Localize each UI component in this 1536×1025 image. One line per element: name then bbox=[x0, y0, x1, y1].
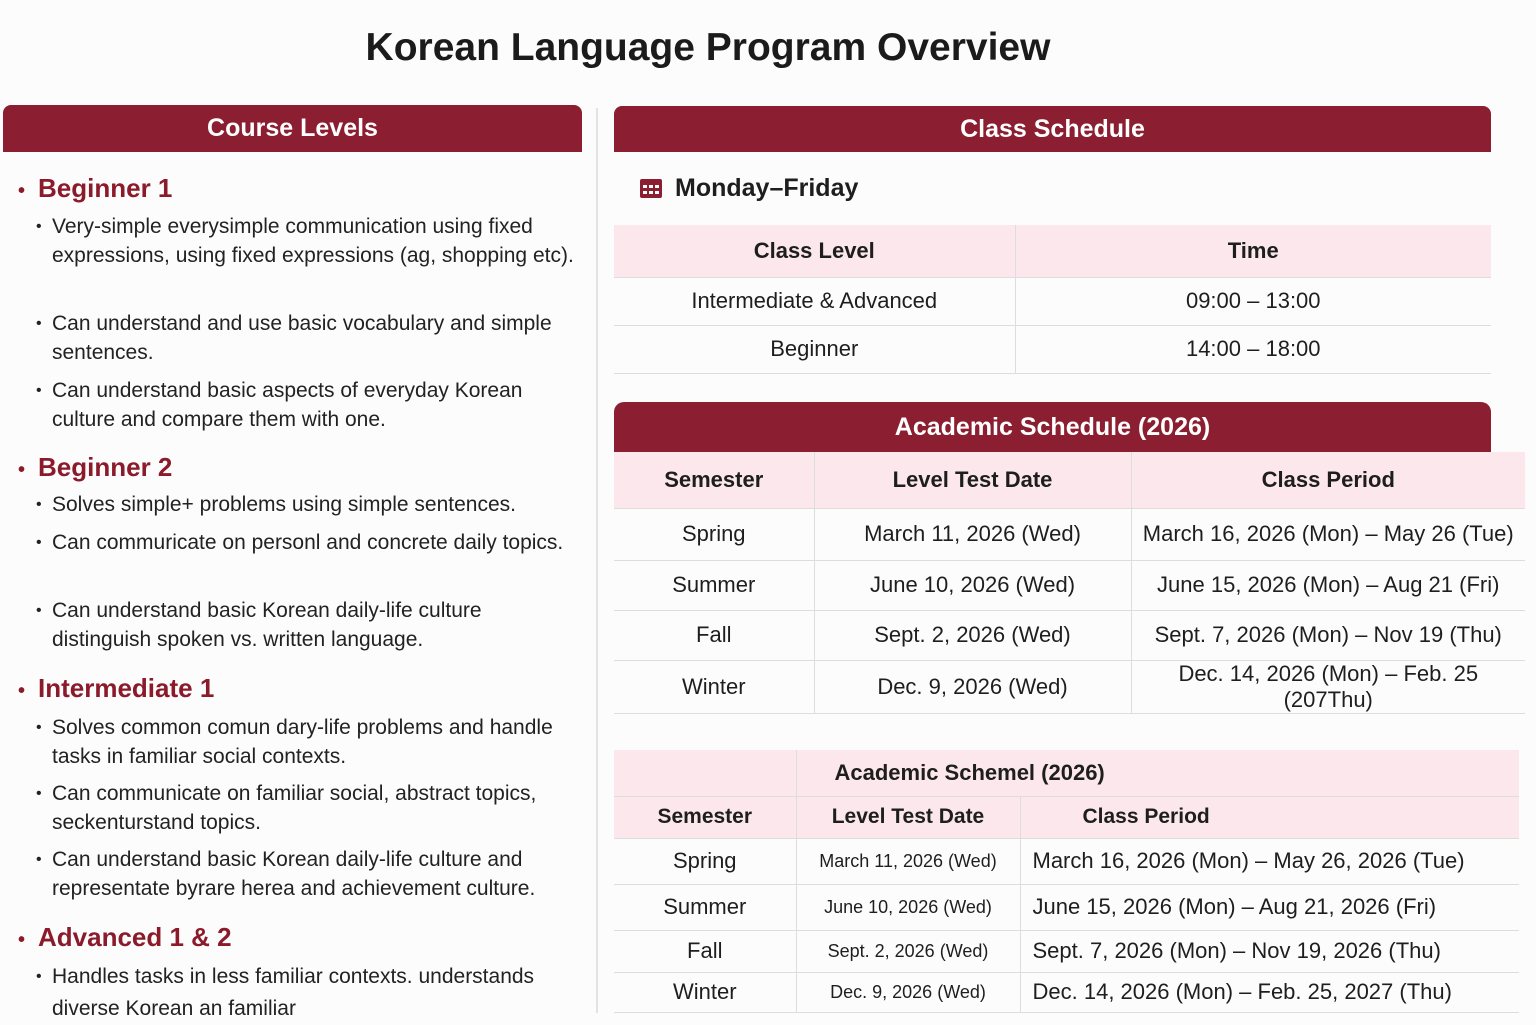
cell: Sept. 2, 2026 (Wed) bbox=[795, 930, 1020, 973]
cell: Sept. 7, 2026 (Mon) – Nov 19, 2026 (Thu) bbox=[1019, 930, 1519, 973]
days-label: Monday–Friday bbox=[675, 174, 859, 202]
level-item-text: Solves simple+ problems using simple sen… bbox=[52, 493, 516, 516]
table-row: Fall Sept. 2, 2026 (Wed) Sept. 7, 2026 (Mo… bbox=[614, 930, 1519, 973]
column-header: Semester bbox=[614, 796, 796, 839]
level-name: Beginner 2 bbox=[38, 452, 173, 482]
level-item: • Can understand basic Korean daily-life … bbox=[36, 596, 576, 654]
class-schedule-table: Class Level Time Intermediate & Advanced 0… bbox=[614, 225, 1491, 374]
cell: June 10, 2026 (Wed) bbox=[795, 884, 1020, 931]
bullet-icon: • bbox=[36, 602, 42, 619]
level-item-text: Handles tasks in less familiar contexts.… bbox=[52, 965, 535, 1020]
level-item: • Can understand basic Korean daily-life … bbox=[36, 845, 576, 903]
table-row: Summer June 10, 2026 (Wed) June 15, 2026 (… bbox=[614, 560, 1525, 611]
level-name: Advanced 1 & 2 bbox=[38, 922, 232, 952]
level-item: • Very-simple everysimple communication u… bbox=[36, 212, 576, 270]
academic-schedule-table: Semester Level Test Date Class Period Sprin… bbox=[614, 452, 1525, 714]
level-item: • Solves common comun dary-life problems … bbox=[36, 713, 576, 771]
level-name: Intermediate 1 bbox=[38, 673, 215, 703]
level-item: • Can understand basic aspects of everyda… bbox=[36, 376, 576, 434]
calendar-icon bbox=[639, 176, 663, 200]
bullet-icon: • bbox=[36, 719, 42, 736]
table-row: Spring March 11, 2026 (Wed) March 16, 2026… bbox=[614, 838, 1519, 885]
bullet-icon: • bbox=[18, 459, 26, 481]
cell: Dec. 9, 2026 (Wed) bbox=[795, 972, 1020, 1013]
bullet-icon: • bbox=[36, 851, 42, 868]
cell: Intermediate & Advanced bbox=[614, 277, 1015, 326]
cell: June 15, 2026 (Mon) – Aug 21 (Fri) bbox=[1130, 560, 1525, 611]
cell: Sept. 7, 2026 (Mon) – Nov 19 (Thu) bbox=[1130, 610, 1525, 661]
bullet-icon: • bbox=[36, 534, 42, 551]
level-item: • Solves simple+ problems using simple se… bbox=[36, 490, 576, 519]
table-row: Spring March 11, 2026 (Wed) March 16, 2026… bbox=[614, 508, 1525, 561]
bullet-icon: • bbox=[36, 496, 42, 513]
cell: Beginner bbox=[614, 325, 1015, 374]
cell: Summer bbox=[614, 560, 814, 611]
level-item: • Can communicate on familiar social, abs… bbox=[36, 779, 576, 837]
cell: Summer bbox=[614, 884, 796, 931]
level-heading: • Beginner 1 bbox=[18, 172, 172, 207]
bullet-icon: • bbox=[36, 968, 42, 985]
class-schedule-header: Class Schedule bbox=[614, 106, 1491, 152]
academic-schedule-header: Academic Schedule (2026) bbox=[614, 402, 1491, 452]
level-heading: • Beginner 2 bbox=[18, 451, 172, 486]
column-header: Time bbox=[1014, 225, 1491, 278]
cell: March 11, 2026 (Wed) bbox=[813, 508, 1131, 561]
level-item-text: Can understand and use basic vocabulary … bbox=[52, 312, 552, 364]
level-item-text: Can understand basic Korean daily-life c… bbox=[52, 599, 482, 651]
level-item-text: Can commuricate on personl and concrete … bbox=[52, 531, 564, 554]
cell: Sept. 2, 2026 (Wed) bbox=[813, 610, 1131, 661]
level-item: • Can commuricate on personl and concrete… bbox=[36, 528, 576, 557]
level-heading: • Intermediate 1 bbox=[18, 672, 214, 707]
column-header: Class Level bbox=[614, 225, 1015, 278]
table-row: Summer June 10, 2026 (Wed) June 15, 2026 (… bbox=[614, 884, 1519, 931]
level-item-text: Very-simple everysimple communication us… bbox=[52, 215, 574, 267]
cell: Spring bbox=[614, 838, 796, 885]
bullet-icon: • bbox=[36, 785, 42, 802]
level-item-text: Solves common comun dary-life problems a… bbox=[52, 716, 553, 768]
column-header: Semester bbox=[614, 452, 814, 509]
column-header: Class Period bbox=[1130, 452, 1525, 509]
cell: March 11, 2026 (Wed) bbox=[795, 838, 1020, 885]
academic-scheme-title: Academic Schemel (2026) bbox=[795, 750, 1519, 797]
bullet-icon: • bbox=[18, 929, 26, 951]
page-title: Korean Language Program Overview bbox=[365, 26, 1051, 69]
level-item-text: Can communicate on familiar social, abst… bbox=[52, 782, 537, 834]
column-header: Level Test Date bbox=[795, 796, 1020, 839]
table-row: Fall Sept. 2, 2026 (Wed) Sept. 7, 2026 (Mo… bbox=[614, 610, 1525, 661]
cell: Dec. 9, 2026 (Wed) bbox=[813, 660, 1131, 714]
table-row: Intermediate & Advanced 09:00 – 13:00 bbox=[614, 277, 1491, 326]
cell: Fall bbox=[614, 930, 796, 973]
cell: Winter bbox=[614, 660, 814, 714]
cell: 14:00 – 18:00 bbox=[1014, 325, 1491, 374]
cell: Spring bbox=[614, 508, 814, 561]
academic-scheme-table: Academic Schemel (2026) Semester Level Te… bbox=[614, 750, 1519, 1013]
bullet-icon: • bbox=[36, 218, 42, 235]
bullet-icon: • bbox=[36, 315, 42, 332]
bullet-icon: • bbox=[18, 680, 26, 702]
table-row: Winter Dec. 9, 2026 (Wed) Dec. 14, 2026 (M… bbox=[614, 660, 1525, 714]
cell: 09:00 – 13:00 bbox=[1014, 277, 1491, 326]
cell: March 16, 2026 (Mon) – May 26 (Tue) bbox=[1130, 508, 1525, 561]
cell: Dec. 14, 2026 (Mon) – Feb. 25, 2027 (Thu… bbox=[1019, 972, 1519, 1013]
column-divider bbox=[596, 108, 598, 1013]
level-name: Beginner 1 bbox=[38, 173, 173, 203]
level-heading: • Advanced 1 & 2 bbox=[18, 921, 232, 956]
bullet-icon: • bbox=[36, 382, 42, 399]
table-row: Beginner 14:00 – 18:00 bbox=[614, 325, 1491, 374]
level-item-text: Can understand basic Korean daily-life c… bbox=[52, 848, 536, 900]
cell: June 10, 2026 (Wed) bbox=[813, 560, 1131, 611]
bullet-icon: • bbox=[18, 180, 26, 202]
level-item: • Can understand and use basic vocabulary… bbox=[36, 309, 576, 367]
course-levels-header: Course Levels bbox=[3, 105, 582, 152]
cell: Fall bbox=[614, 610, 814, 661]
level-item-text: Can understand basic aspects of everyday… bbox=[52, 379, 523, 431]
column-header: Level Test Date bbox=[813, 452, 1131, 509]
level-item: • Handles tasks in less familiar contexts… bbox=[36, 961, 576, 1025]
cell: Dec. 14, 2026 (Mon) – Feb. 25 (207Thu) bbox=[1130, 660, 1525, 714]
cell: March 16, 2026 (Mon) – May 26, 2026 (Tue… bbox=[1019, 838, 1519, 885]
table-row: Winter Dec. 9, 2026 (Wed) Dec. 14, 2026 (M… bbox=[614, 972, 1519, 1013]
cell: June 15, 2026 (Mon) – Aug 21, 2026 (Fri) bbox=[1019, 884, 1519, 931]
cell: Winter bbox=[614, 972, 796, 1013]
column-header: Class Period bbox=[1019, 796, 1519, 839]
